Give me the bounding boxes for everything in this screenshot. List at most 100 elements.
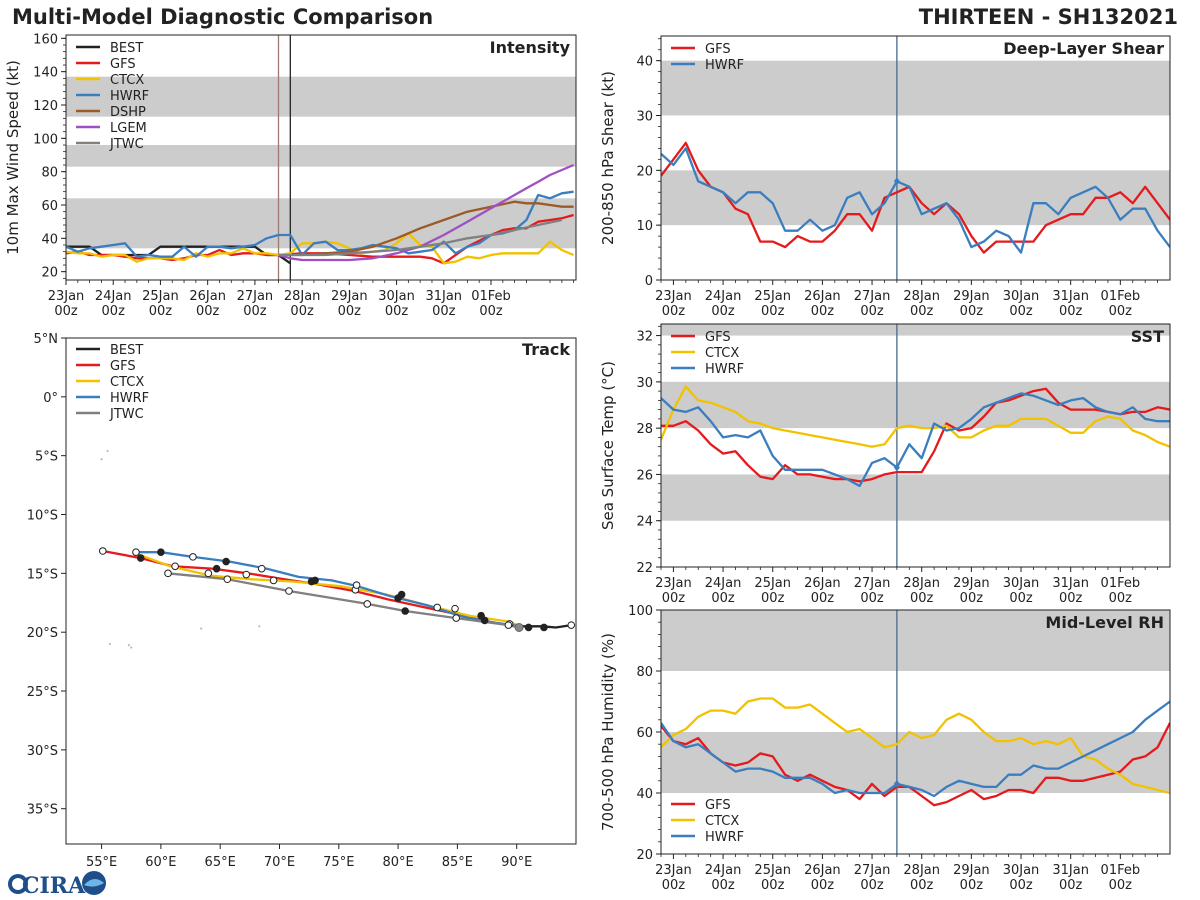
intensity-legend-label: DSHP [110, 105, 146, 120]
rh-series-ctcx [661, 697, 1170, 795]
track-xtick-label: 70°E [264, 855, 295, 870]
sst-ylabel: Sea Surface Temp (°C) [599, 361, 617, 530]
track-legend-label: CTCX [110, 375, 144, 390]
intensity-xtick-date: 26Jan [189, 289, 226, 304]
intensity-legend-label: LGEM [110, 121, 147, 136]
sst-xtick-date: 01Feb [1101, 576, 1141, 591]
rh-legend-label: HWRF [705, 830, 744, 845]
shear-xtick-date: 01Feb [1101, 289, 1141, 304]
track-ytick-label: 35°S [27, 803, 58, 818]
track-axes-frame [65, 337, 577, 845]
track-marker-ctcx [204, 569, 213, 578]
track-xtick-label: 65°E [205, 855, 236, 870]
sst-xtick-date: 30Jan [1003, 576, 1040, 591]
intensity-xtick-hour: 00z [102, 304, 126, 319]
rh-xtick-hour: 00z [910, 878, 934, 893]
sst-legend-label: CTCX [705, 346, 739, 361]
sst-series-hwrf [661, 392, 1170, 488]
shear-band-1 [661, 60, 1170, 116]
rh-xtick-date: 29Jan [953, 863, 990, 878]
rh-legend-label: GFS [705, 798, 731, 813]
intensity-xtick-date: 31Jan [425, 289, 462, 304]
shear-xtick-hour: 00z [860, 304, 884, 319]
intensity-ytick-label: 100 [33, 132, 58, 147]
shear-xtick-hour: 00z [1109, 304, 1133, 319]
sst-ytick-label: 28 [636, 422, 653, 437]
shear-legend-label: GFS [705, 42, 731, 57]
sst-legend-label: GFS [705, 330, 731, 345]
rh-ytick-label: 80 [636, 665, 653, 680]
rh-band-1 [661, 610, 1170, 671]
shear-time-marker [893, 177, 900, 186]
intensity-ytick-label: 20 [41, 266, 58, 281]
track-island-6 [108, 642, 111, 646]
track-ytick-label: 5°N [34, 332, 59, 347]
rh-series-gfs [661, 722, 1170, 807]
intensity-xtick-hour: 00z [149, 304, 173, 319]
track-ytick-label: 20°S [27, 626, 58, 641]
rh-xtick-hour: 00z [960, 878, 984, 893]
intensity-legend-label: JTWC [109, 137, 144, 152]
track-island-3 [100, 458, 103, 461]
rh-xtick-date: 01Feb [1101, 863, 1141, 878]
track-ytick-label: 0° [43, 391, 58, 406]
track-marker-hwrf [222, 557, 230, 566]
shear-ytick-label: 10 [636, 219, 653, 234]
sst-time-marker [893, 463, 900, 472]
rh-xtick-date: 30Jan [1003, 863, 1040, 878]
intensity-legend-label: GFS [110, 57, 136, 72]
track-xtick-label: 75°E [323, 855, 354, 870]
intensity-ytick-label: 120 [33, 99, 58, 114]
sst-xtick-hour: 00z [761, 591, 785, 606]
track-ytick-label: 5°S [35, 450, 58, 465]
track-legend-label: HWRF [110, 391, 149, 406]
track-marker-best [524, 623, 533, 632]
track-marker-jtwc [285, 587, 293, 595]
track-marker-jtwc [504, 621, 513, 629]
track-marker-gfs [136, 554, 145, 562]
intensity-xtick-date: 25Jan [142, 289, 179, 304]
shear-ylabel: 200-850 hPa Shear (kt) [599, 71, 617, 245]
rh-xtick-date: 24Jan [705, 863, 742, 878]
track-marker-hwrf [311, 576, 319, 585]
shear-legend-label: HWRF [705, 58, 744, 73]
intensity-ylabel: 10m Max Wind Speed (kt) [4, 60, 22, 255]
sst-xtick-date: 31Jan [1052, 576, 1089, 591]
track-legend-label: BEST [110, 343, 143, 358]
sst-xtick-hour: 00z [711, 591, 735, 606]
sst-xtick-date: 28Jan [903, 576, 940, 591]
sst-xtick-date: 27Jan [854, 576, 891, 591]
track-island-4 [258, 625, 261, 628]
track-ytick-label: 10°S [27, 509, 58, 524]
intensity-xtick-hour: 00z [338, 304, 362, 319]
rh-xtick-hour: 00z [662, 878, 686, 893]
track-marker-jtwc [363, 600, 372, 608]
track-ytick-label: 15°S [27, 567, 58, 582]
shear-xtick-date: 27Jan [854, 289, 891, 304]
shear-xtick-date: 28Jan [903, 289, 940, 304]
track-panel-title: Track [522, 340, 570, 359]
shear-xtick-hour: 00z [811, 304, 835, 319]
storm-id-title: THIRTEEN - SH132021 [918, 5, 1178, 29]
shear-panel-title: Deep-Layer Shear [1003, 39, 1164, 58]
track-island-0 [127, 644, 130, 647]
intensity-xtick-hour: 00z [385, 304, 409, 319]
intensity-ytick-label: 140 [33, 66, 58, 81]
shear-xtick-date: 24Jan [705, 289, 742, 304]
rh-ytick-label: 20 [636, 848, 653, 863]
intensity-xtick-date: 01Feb [471, 289, 511, 304]
rh-legend-label: CTCX [705, 814, 739, 829]
sst-band-0 [661, 474, 1170, 521]
shear-xtick-hour: 00z [761, 304, 785, 319]
intensity-xtick-date: 28Jan [284, 289, 321, 304]
track-marker-hwrf [132, 548, 140, 556]
sst-xtick-date: 23Jan [655, 576, 692, 591]
shear-xtick-date: 26Jan [804, 289, 841, 304]
track-marker-ctcx [269, 576, 278, 585]
intensity-axes-frame [65, 34, 577, 281]
rh-panel-title: Mid-Level RH [1045, 613, 1164, 632]
shear-xtick-date: 25Jan [754, 289, 791, 304]
intensity-series-jtwc [278, 218, 563, 257]
shear-xtick-hour: 00z [1059, 304, 1083, 319]
